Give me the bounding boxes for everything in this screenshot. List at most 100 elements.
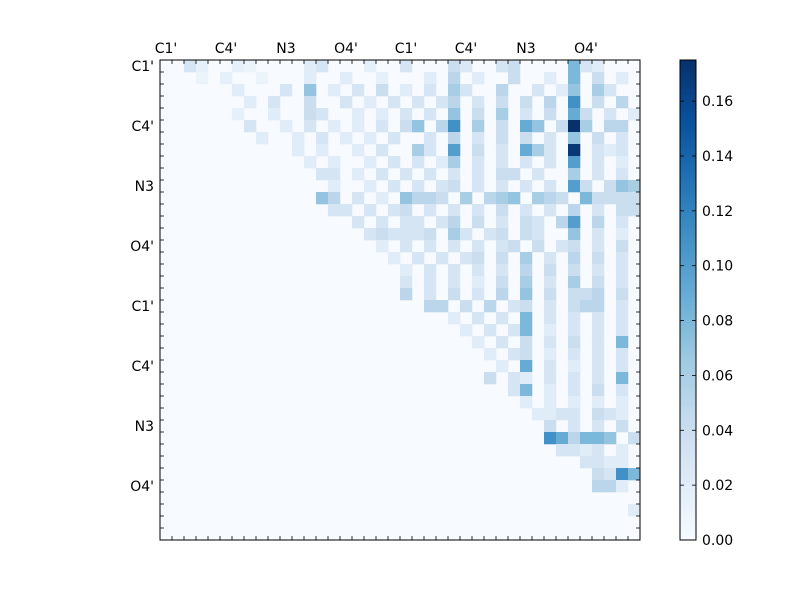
heatmap-cell (580, 108, 593, 121)
heatmap-cell (616, 372, 629, 385)
colorbar: 0.00 0.02 0.04 0.06 0.08 0.10 0.12 0.14 0.16 (679, 59, 733, 549)
heatmap-cell (388, 132, 401, 145)
heatmap-cell (580, 180, 593, 193)
heatmap-cell (496, 216, 509, 229)
heatmap-cell (568, 348, 581, 361)
heatmap-cell (592, 420, 605, 433)
heatmap-cell (268, 96, 281, 109)
heatmap-cell (232, 84, 245, 97)
heatmap-cell (328, 204, 341, 217)
heatmap-cell (328, 156, 341, 169)
heatmap-cell (520, 360, 533, 373)
heatmap-cell (592, 240, 605, 253)
heatmap-cell (616, 324, 629, 337)
heatmap-cell (616, 204, 629, 217)
heatmap-cell (496, 228, 509, 241)
heatmap-cell (544, 156, 557, 169)
heatmap-cell (520, 348, 533, 361)
heatmap-cell (544, 132, 557, 145)
heatmap-cell (256, 132, 269, 145)
heatmap-cell (352, 216, 365, 229)
heatmap-cell (580, 432, 593, 445)
heatmap-cell (568, 360, 581, 373)
heatmap-cell (448, 204, 461, 217)
heatmap-cell (520, 264, 533, 277)
heatmap-cell (616, 348, 629, 361)
heatmap-cell (472, 108, 485, 121)
heatmap-cell (520, 216, 533, 229)
heatmap-cell (616, 384, 629, 397)
heatmap-cell (616, 312, 629, 325)
heatmap-cell (520, 384, 533, 397)
heatmap-cell (484, 228, 497, 241)
heatmap-cell (604, 456, 617, 469)
heatmap-cell (400, 228, 413, 241)
colorbar-tick-label: 0.02 (702, 478, 733, 494)
y-tick-label: C4' (131, 359, 154, 375)
heatmap-cell (508, 60, 521, 73)
heatmap-cell (604, 408, 617, 421)
heatmap-cell (544, 252, 557, 265)
heatmap-cell (556, 192, 569, 205)
heatmap-cell (628, 468, 641, 481)
heatmap-cell (436, 96, 449, 109)
heatmap-cell (544, 108, 557, 121)
heatmap-cell (592, 60, 605, 73)
heatmap-cell (532, 240, 545, 253)
heatmap-cell (424, 72, 437, 85)
heatmap-cell (568, 120, 581, 133)
heatmap-cell (424, 144, 437, 157)
heatmap-cell (436, 252, 449, 265)
x-tick-label: C1' (395, 41, 418, 57)
heatmap-cell (436, 192, 449, 205)
heatmap-cell (460, 228, 473, 241)
heatmap-cell (412, 144, 425, 157)
heatmap-cell (568, 444, 581, 457)
heatmap-cell (592, 360, 605, 373)
heatmap-cell (604, 192, 617, 205)
heatmap-cell (460, 252, 473, 265)
heatmap-cell (616, 444, 629, 457)
heatmap-cell (520, 396, 533, 409)
heatmap-cell (412, 96, 425, 109)
heatmap-cell (400, 60, 413, 73)
heatmap-cell (592, 336, 605, 349)
heatmap-cell (448, 96, 461, 109)
heatmap-cell (484, 300, 497, 313)
heatmap-cell (628, 504, 641, 517)
heatmap-cell (448, 60, 461, 73)
heatmap-cell (496, 180, 509, 193)
heatmap-cell (556, 408, 569, 421)
heatmap-cell (460, 300, 473, 313)
heatmap-cell (376, 84, 389, 97)
heatmap-cell (472, 144, 485, 157)
heatmap-cell (568, 336, 581, 349)
heatmap-cell (628, 432, 641, 445)
heatmap-cell (376, 108, 389, 121)
heatmap-cell (592, 456, 605, 469)
heatmap-cell (388, 204, 401, 217)
heatmap-cell (400, 120, 413, 133)
heatmap-cell (508, 72, 521, 85)
heatmap-cell (496, 360, 509, 373)
heatmap-cell (496, 96, 509, 109)
heatmap-cell (412, 192, 425, 205)
heatmap-cell (364, 60, 377, 73)
heatmap-cell (616, 192, 629, 205)
heatmap-cell (568, 384, 581, 397)
heatmap-cell (484, 372, 497, 385)
heatmap-cell (424, 288, 437, 301)
heatmap-cell (496, 240, 509, 253)
heatmap-cell (508, 168, 521, 181)
heatmap-cell (412, 216, 425, 229)
heatmap-cell (544, 276, 557, 289)
heatmap-cell (364, 132, 377, 145)
heatmap-cell (400, 108, 413, 121)
heatmap-cell (616, 252, 629, 265)
heatmap-cell (448, 312, 461, 325)
heatmap-cell (568, 204, 581, 217)
heatmap-cell (496, 252, 509, 265)
heatmap-cell (568, 312, 581, 325)
heatmap-cell (568, 408, 581, 421)
